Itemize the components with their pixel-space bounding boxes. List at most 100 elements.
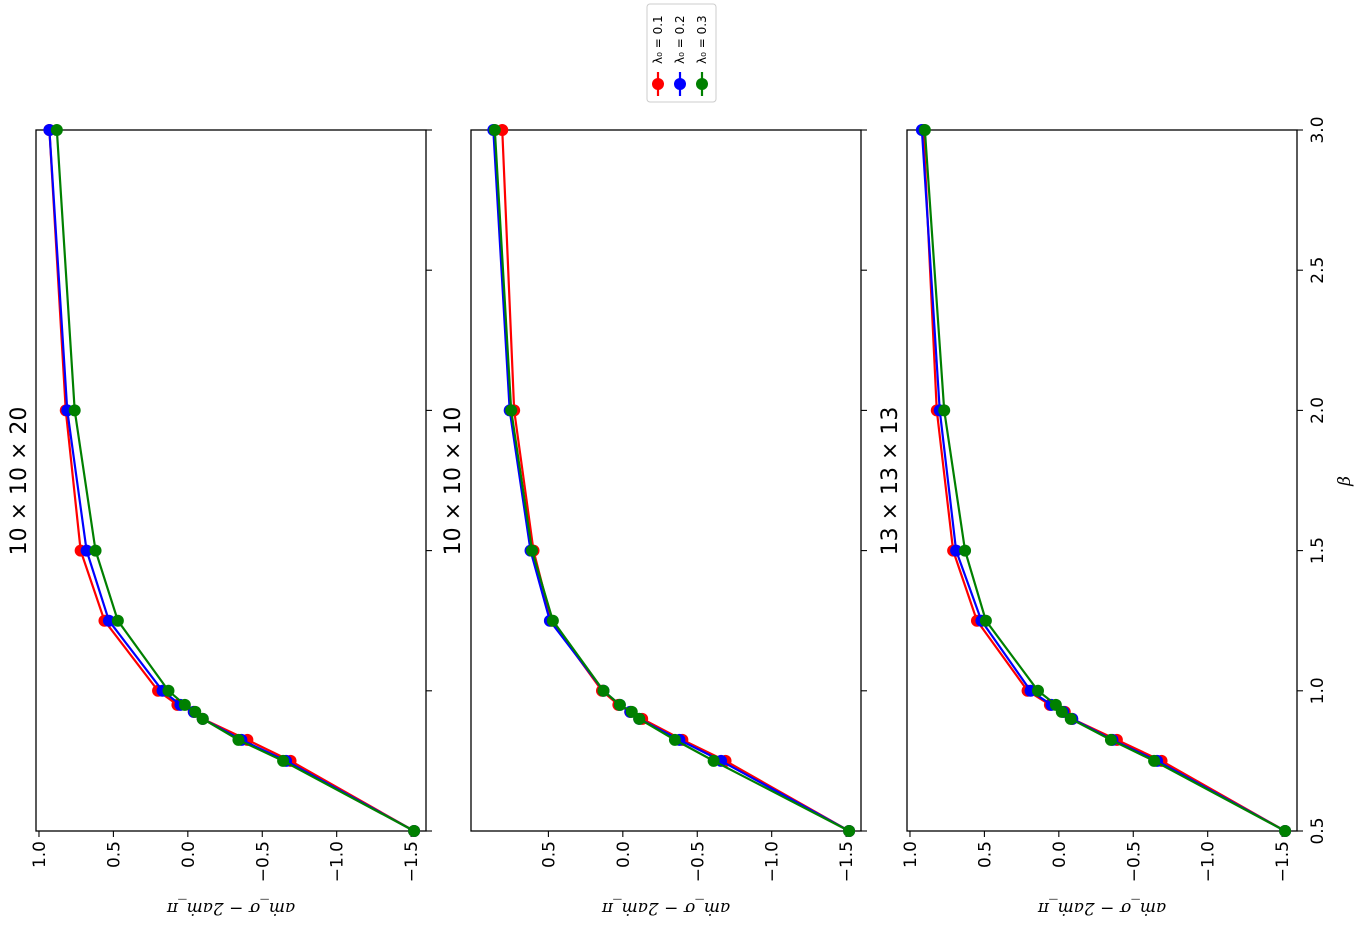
series-line (55, 129, 415, 832)
legend-entry-1: λ₀ = 0.1 (651, 15, 665, 96)
data-point (408, 825, 421, 837)
legend-label: λ₀ = 0.1 (651, 15, 665, 64)
legend-marker (652, 78, 664, 90)
legend-entry-2: λ₀ = 0.2 (673, 15, 687, 96)
beta-tick-label: 0.5 (1308, 817, 1328, 844)
series-1 (917, 124, 1292, 837)
data-point (111, 614, 124, 627)
data-point (488, 124, 501, 136)
value-tick-label: −1.5 (837, 841, 857, 882)
data-point (668, 733, 681, 746)
value-tick-label: 0.5 (539, 841, 559, 868)
data-point (1031, 684, 1044, 697)
data-point (178, 698, 191, 711)
data-point (950, 544, 963, 557)
series-line (501, 129, 850, 832)
series-1 (43, 124, 421, 837)
value-tick-label: 0.0 (179, 841, 199, 868)
data-point (189, 705, 202, 718)
value-tick-label: 0.0 (614, 841, 634, 868)
series-3 (488, 124, 856, 837)
series-2 (487, 124, 856, 837)
data-point (959, 544, 972, 557)
legend-marker (674, 78, 686, 90)
data-point (597, 684, 610, 697)
series-line (923, 129, 1286, 832)
data-point (50, 124, 63, 136)
value-tick-label: −1.0 (328, 841, 348, 882)
data-point (1049, 698, 1062, 711)
data-point (625, 705, 638, 718)
data-point (505, 404, 518, 417)
plot-frame (906, 129, 1298, 832)
series-line (493, 129, 850, 832)
data-point (102, 614, 115, 627)
panel-title: 10 × 10 × 20 (7, 407, 32, 556)
chart-panels: 1.0 0.5 0.0 −0.5 −1.0 −1.5 aṁ_σ − 2aṁ_π 10 × 10… (7, 124, 1303, 918)
data-point (1279, 825, 1292, 837)
value-tick-label: 1.0 (30, 841, 50, 868)
series-1 (496, 124, 856, 837)
value-tick-label: 0.5 (975, 841, 995, 868)
legend-frame (646, 3, 717, 103)
y-axis-label: aṁ_σ − 2aṁ_π (166, 898, 295, 918)
legend-label: λ₀ = 0.3 (695, 15, 709, 64)
data-point (526, 544, 539, 557)
value-tick-label: 0.5 (104, 841, 124, 868)
data-point (613, 698, 626, 711)
x-axis-label: β (1335, 476, 1355, 487)
panel-title: 13 × 13 × 13 (878, 407, 903, 556)
chart-panel-2: 0.5 0.0 −0.5 −1.0 −1.5 aṁ_σ − 2aṁ_π 10 × 10 × … (441, 124, 867, 918)
data-point (1064, 712, 1077, 725)
data-point (277, 754, 290, 767)
value-tick-label: −1.5 (1273, 841, 1293, 882)
series-line (48, 129, 415, 832)
y-axis-label: aṁ_σ − 2aṁ_π (1037, 898, 1166, 918)
beta-tick-label: 3.0 (1308, 116, 1328, 143)
value-tick-label: −0.5 (253, 841, 273, 882)
legend-label: λ₀ = 0.2 (673, 15, 687, 64)
data-point (89, 544, 102, 557)
series-line (920, 129, 1286, 832)
value-tick-label: −0.5 (1124, 841, 1144, 882)
data-point (707, 754, 720, 767)
data-point (232, 733, 245, 746)
value-tick-label: −1.0 (1199, 841, 1219, 882)
beta-axis: 0.5 1.0 1.5 2.0 2.5 3.0 β (1308, 116, 1355, 844)
value-tick-label: −0.5 (688, 841, 708, 882)
plot-frame (470, 129, 862, 832)
series-line (922, 129, 1286, 832)
legend-marker (696, 78, 708, 90)
data-point (68, 404, 81, 417)
beta-tick-label: 1.0 (1308, 677, 1328, 704)
plot-frame (35, 129, 427, 832)
beta-tick-label: 1.5 (1308, 537, 1328, 564)
data-point (1148, 754, 1161, 767)
data-point (938, 404, 951, 417)
data-point (1104, 733, 1117, 746)
data-point (546, 614, 559, 627)
data-point (162, 684, 175, 697)
data-point (80, 544, 93, 557)
panel-title: 10 × 10 × 10 (441, 407, 466, 556)
series-line (492, 129, 850, 832)
value-tick-label: −1.5 (402, 841, 422, 882)
legend-entry-3: λ₀ = 0.3 (695, 15, 709, 96)
series-line (48, 129, 415, 832)
y-axis-label: aṁ_σ − 2aṁ_π (601, 898, 730, 918)
value-tick-label: 1.0 (901, 841, 921, 868)
beta-tick-label: 2.5 (1308, 257, 1328, 284)
series-3 (50, 124, 421, 837)
series-2 (43, 124, 421, 837)
series-3 (918, 124, 1292, 837)
data-point (843, 825, 856, 837)
value-tick-label: −1.0 (763, 841, 783, 882)
data-point (918, 124, 931, 136)
beta-tick-label: 2.0 (1308, 397, 1328, 424)
series-2 (915, 124, 1292, 837)
chart-panel-3: 1.0 0.5 0.0 −0.5 −1.0 −1.5 aṁ_σ − 2aṁ_π 13 × 13… (878, 124, 1303, 918)
legend: λ₀ = 0.1 λ₀ = 0.2 λ₀ = 0.3 (646, 3, 717, 103)
data-point (979, 614, 992, 627)
chart-panel-1: 1.0 0.5 0.0 −0.5 −1.0 −1.5 aṁ_σ − 2aṁ_π 10 × 10… (7, 124, 432, 918)
